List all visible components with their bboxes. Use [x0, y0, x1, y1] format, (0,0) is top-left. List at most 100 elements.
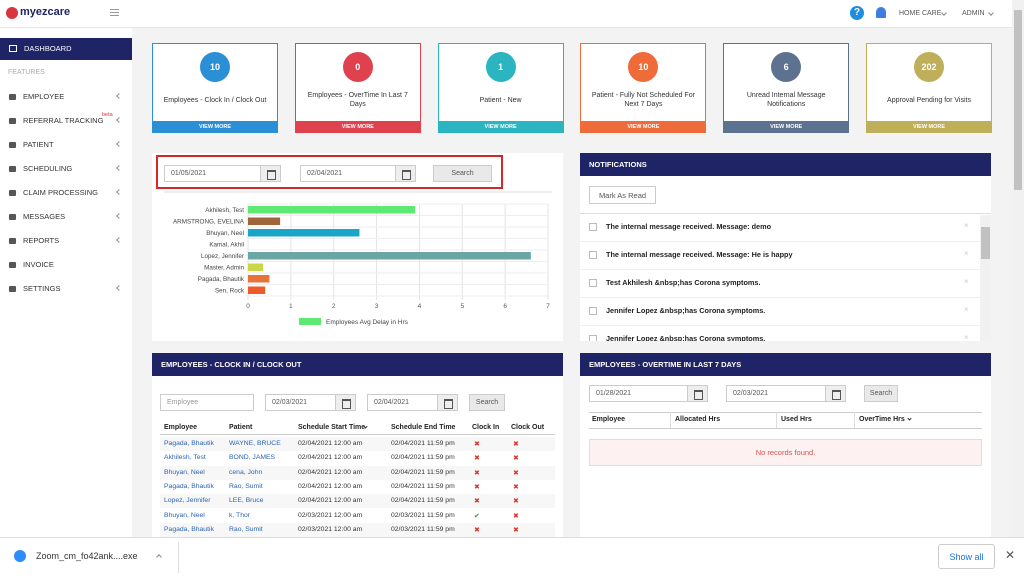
notifications-panel: NOTIFICATIONS Mark As Read The internal …	[580, 153, 991, 341]
table-cell[interactable]: Pagada, Bhautik	[164, 482, 214, 490]
table-cell[interactable]: k, Thor	[229, 511, 251, 519]
notification-checkbox[interactable]	[589, 307, 597, 315]
table-cell[interactable]: LEE, Bruce	[229, 497, 264, 505]
employee-input[interactable]: Employee	[160, 394, 254, 411]
column-header: Clock In	[472, 424, 500, 431]
bar	[248, 286, 266, 294]
card-label: Patient - New	[479, 96, 522, 104]
bell-icon[interactable]	[876, 7, 886, 18]
clock-panel: EMPLOYEES - CLOCK IN / CLOCK OUT Employe…	[152, 353, 563, 537]
stat-card[interactable]: 0 Employees - OverTime In Last 7 Days VIEW…	[294, 43, 421, 133]
notification-dismiss[interactable]: ×	[964, 305, 969, 314]
mark-read-button[interactable]: Mark As Read	[589, 186, 656, 204]
stat-card[interactable]: 6 Unread Internal Message Notifications VI…	[723, 43, 850, 133]
nav-item[interactable]: CLAIM PROCESSING	[23, 188, 99, 197]
stat-card[interactable]: 202 Approval Pending for Visits VIEW MORE	[866, 43, 992, 133]
row-separator	[580, 269, 980, 270]
close-button[interactable]: ✕	[1005, 548, 1016, 562]
table-cell[interactable]: Rao, Sumit	[229, 525, 263, 533]
table-cell[interactable]: Lopez, Jennifer	[164, 497, 211, 505]
status-icon: ✖	[513, 455, 519, 463]
card-link[interactable]: VIEW MORE	[866, 121, 992, 133]
table-cell[interactable]: cena, John	[229, 468, 263, 476]
nav-icon	[9, 142, 16, 148]
scrollbar[interactable]	[1012, 0, 1024, 537]
table-cell[interactable]: WAYNE, BRUCE	[229, 440, 281, 447]
x-tick-label: 2	[332, 303, 336, 310]
table-cell[interactable]: BOND, JAMES	[229, 454, 276, 462]
user-menu[interactable]: ADMIN	[962, 10, 985, 17]
nav-chevron	[116, 117, 122, 123]
notification-dismiss[interactable]: ×	[964, 333, 969, 341]
notification-checkbox[interactable]	[589, 223, 597, 231]
nav-item[interactable]: REFERRAL TRACKING	[23, 116, 104, 125]
x-tick-label: 3	[375, 303, 379, 310]
notification-text[interactable]: Jennifer Lopez &nbsp;has Corona symptoms…	[606, 306, 766, 315]
help-icon[interactable]: ?	[850, 6, 864, 20]
card-link[interactable]: VIEW MORE	[580, 121, 707, 133]
y-tick-label: Lopez, Jennifer	[201, 253, 244, 260]
panel-title: NOTIFICATIONS	[580, 153, 991, 176]
search-button[interactable]: Search	[469, 394, 505, 411]
nav-item[interactable]: SETTINGS	[23, 284, 61, 293]
file-icon	[14, 550, 26, 562]
nav-item[interactable]: MESSAGES	[23, 212, 66, 221]
card-link[interactable]: VIEW MORE	[294, 121, 421, 133]
nav-item[interactable]: INVOICE	[23, 260, 54, 269]
status-icon: ✖	[474, 469, 480, 477]
date-to[interactable]: 02/04/2021	[367, 394, 458, 411]
nav-badge: beta	[102, 112, 113, 118]
card-link[interactable]: VIEW MORE	[723, 121, 850, 133]
x-tick-label: 6	[503, 303, 507, 310]
notification-text[interactable]: The internal message received. Message: …	[606, 250, 793, 259]
card-link[interactable]: VIEW MORE	[437, 121, 564, 133]
top-bar: myezcare ? HOME CARE ADMIN	[0, 0, 1012, 28]
table-cell[interactable]: Akhilesh, Test	[164, 454, 206, 462]
nav-dashboard[interactable]: DASHBOARD	[0, 38, 132, 60]
search-button[interactable]: Search	[864, 385, 898, 402]
date-to[interactable]: 02/04/2021	[300, 165, 416, 182]
stat-card[interactable]: 10 Patient - Fully Not Scheduled For Next…	[580, 43, 707, 133]
status-icon: ✖	[513, 441, 519, 448]
notification-checkbox[interactable]	[589, 335, 597, 341]
stat-card[interactable]: 10 Employees - Clock In / Clock Out VIEW M…	[152, 43, 278, 133]
nav-item[interactable]: SCHEDULING	[23, 164, 73, 173]
date-to[interactable]: 02/03/2021	[726, 385, 846, 402]
date-from[interactable]: 02/03/2021	[265, 394, 356, 411]
notification-dismiss[interactable]: ×	[964, 221, 969, 230]
nav-item[interactable]: REPORTS	[23, 236, 60, 245]
stat-card[interactable]: 1 Patient - New VIEW MORE	[437, 43, 564, 133]
table-cell[interactable]: Bhuyan, Neel	[164, 468, 205, 476]
agency-menu[interactable]: HOME CARE	[899, 10, 942, 17]
nav-item[interactable]: PATIENT	[23, 140, 54, 149]
x-tick-label: 5	[460, 303, 464, 310]
header-line	[589, 428, 982, 429]
notification-text[interactable]: The internal message received. Message: …	[606, 222, 772, 231]
card-link[interactable]: VIEW MORE	[152, 121, 278, 133]
table-cell[interactable]: Pagada, Bhautik	[164, 440, 214, 447]
show-all-button[interactable]: Show all	[938, 544, 995, 569]
delay-chart: 0 1 2 3 4 5 6 7 Akhilesh, Test ARMSTRONG, EVELINA…	[164, 191, 552, 326]
nav-icon	[9, 238, 16, 244]
highlight-box	[156, 155, 503, 189]
notification-checkbox[interactable]	[589, 279, 597, 287]
header-line	[160, 434, 555, 435]
card-label: Patient - Fully Not Scheduled For Next 7…	[591, 92, 695, 108]
status-icon: ✖	[513, 512, 519, 520]
table-cell[interactable]: Bhuyan, Neel	[164, 511, 205, 519]
notification-text[interactable]: Jennifer Lopez &nbsp;has Corona symptoms…	[606, 334, 766, 341]
date-from[interactable]: 01/05/2021	[164, 165, 281, 182]
notification-dismiss[interactable]: ×	[964, 277, 969, 286]
table-cell[interactable]: Pagada, Bhautik	[164, 525, 214, 533]
y-tick-label: Master, Admin	[204, 264, 244, 271]
menu-toggle[interactable]	[110, 9, 119, 16]
notification-checkbox[interactable]	[589, 251, 597, 259]
empty-message: No records found.	[589, 439, 982, 466]
notification-text[interactable]: Test Akhilesh &nbsp;has Corona symptoms.	[606, 278, 761, 287]
search-button[interactable]: Search	[433, 165, 492, 182]
table-cell[interactable]: Rao, Sumit	[229, 482, 263, 490]
download-file[interactable]: Zoom_cm_fo42ank....exe	[36, 551, 138, 561]
notification-dismiss[interactable]: ×	[964, 249, 969, 258]
nav-item[interactable]: EMPLOYEE	[23, 92, 65, 101]
date-from[interactable]: 01/28/2021	[589, 385, 708, 402]
